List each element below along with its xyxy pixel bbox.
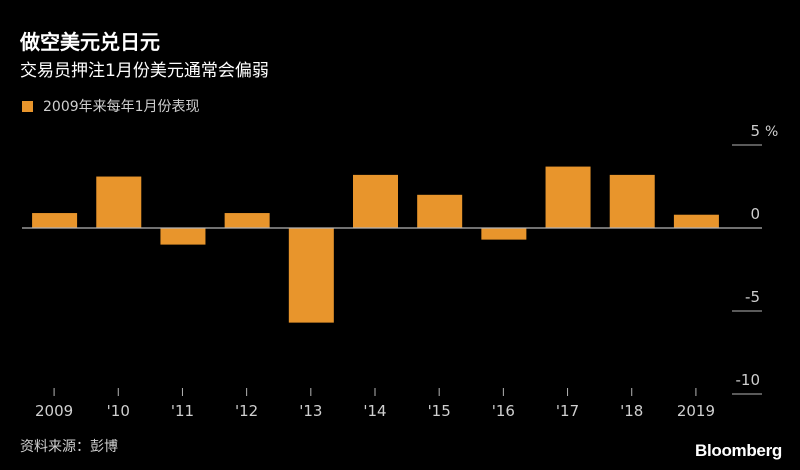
x-tick-label-1: '10	[107, 402, 130, 420]
x-tick-label-4: '13	[299, 402, 322, 420]
x-tick-label-8: '17	[556, 402, 579, 420]
y-tick-label-2: -5	[745, 288, 760, 306]
x-tick-label-10: 2019	[677, 402, 715, 420]
bar-2	[160, 228, 206, 245]
x-tick-label-9: '18	[620, 402, 643, 420]
source-note: 资料来源：彭博	[20, 439, 118, 455]
y-tick-label-1: 0	[750, 205, 760, 223]
chart-legend: 2009年来每年1月份表现	[22, 96, 200, 116]
bar-1	[96, 176, 142, 228]
x-tick-label-6: '15	[428, 402, 451, 420]
bar-6	[417, 194, 463, 228]
bloomberg-logo: Bloomberg	[694, 441, 782, 460]
bar-7	[481, 228, 527, 240]
x-tick-label-7: '16	[492, 402, 515, 420]
bar-0	[32, 213, 78, 228]
x-tick-label-3: '12	[235, 402, 258, 420]
legend-swatch	[22, 100, 33, 112]
page-subtitle: 交易员押注1月份美元通常会偏弱	[20, 61, 269, 81]
bar-10	[673, 214, 719, 228]
x-tick-label-5: '14	[363, 402, 386, 420]
y-tick-label-0: 5	[750, 122, 760, 140]
bar-9	[609, 174, 655, 228]
bar-8	[545, 166, 591, 228]
x-tick-label-0: 2009	[35, 402, 73, 420]
page-title: 做空美元兑日元	[20, 30, 160, 54]
bar-3	[224, 213, 270, 228]
bar-4	[288, 228, 334, 323]
x-tick-label-2: '11	[171, 402, 194, 420]
y-unit-label: %	[765, 124, 778, 140]
bar-5	[353, 174, 398, 228]
y-tick-label-3: -10	[736, 371, 761, 389]
legend-label: 2009年来每年1月份表现	[43, 99, 200, 115]
